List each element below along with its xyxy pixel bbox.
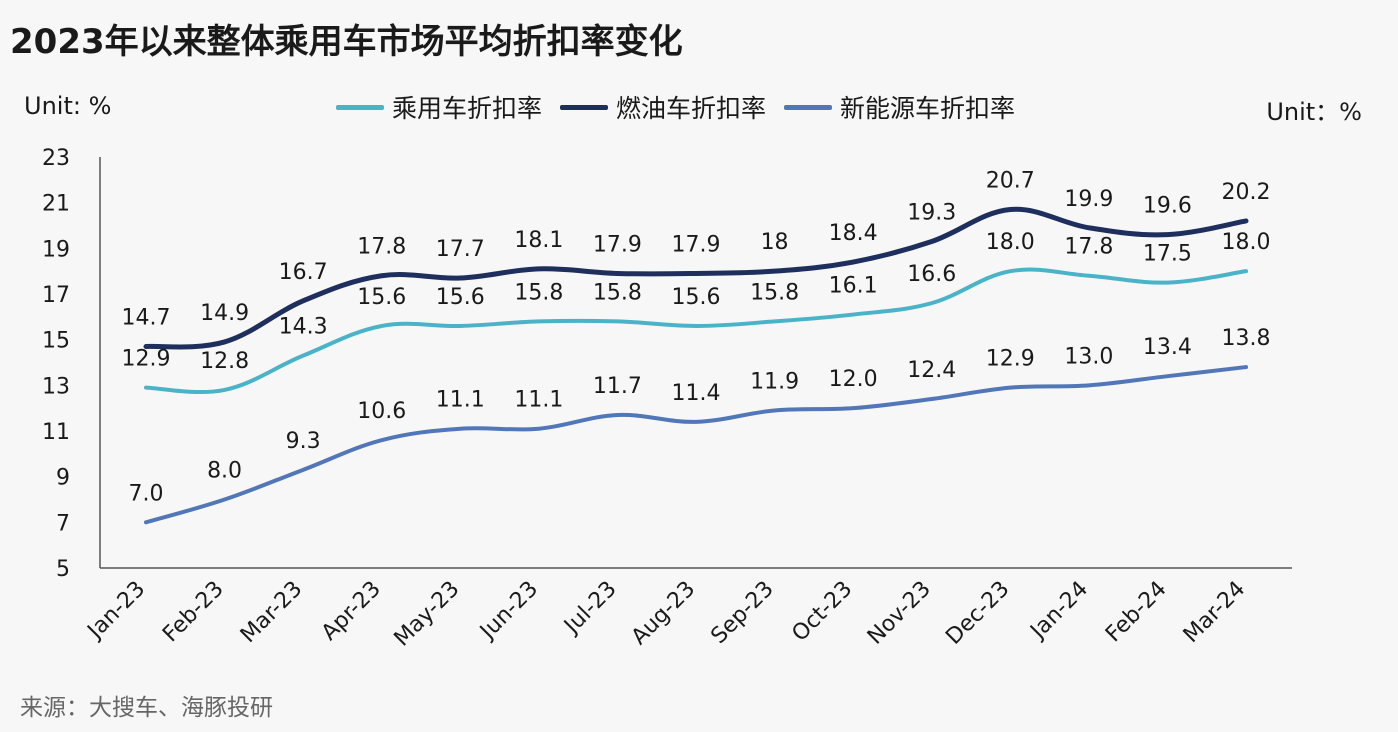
x-tick-label: Jan-23 (82, 577, 150, 645)
y-tick-label: 11 (42, 420, 70, 445)
y-tick-label: 23 (42, 146, 70, 171)
x-tick-label: Jul-23 (558, 577, 621, 640)
data-label-fuel: 20.2 (1222, 180, 1271, 205)
data-label-passenger: 15.6 (357, 285, 406, 310)
x-tick-label: Nov-23 (863, 577, 936, 650)
data-label-nev: 12.9 (986, 347, 1035, 372)
data-label-passenger: 15.6 (672, 285, 721, 310)
data-label-passenger: 17.8 (1064, 235, 1113, 260)
data-label-fuel: 19.6 (1143, 194, 1192, 219)
data-label-passenger: 17.5 (1143, 242, 1192, 267)
legend-item-fuel: 燃油车折扣率 (560, 89, 766, 125)
series-line-passenger (144, 267, 1248, 394)
data-label-passenger: 15.8 (593, 280, 642, 305)
data-label-passenger: 14.3 (279, 315, 328, 340)
legend-swatch-passenger (336, 104, 384, 110)
y-tick-label: 21 (42, 192, 70, 217)
data-label-nev: 13.0 (1064, 344, 1113, 369)
legend: 乘用车折扣率 燃油车折扣率 新能源车折扣率 (336, 89, 1015, 125)
x-tick-label: Dec-23 (941, 577, 1014, 650)
source-note: 来源：大搜车、海豚投研 (20, 695, 273, 721)
data-label-fuel: 17.7 (436, 237, 485, 262)
data-label-passenger: 15.6 (436, 285, 485, 310)
data-label-passenger: 15.8 (514, 280, 563, 305)
x-tick-label: Mar-23 (236, 577, 307, 648)
data-label-nev: 13.8 (1222, 326, 1271, 351)
data-label-fuel: 17.8 (357, 235, 406, 260)
y-tick-label: 9 (56, 466, 70, 491)
data-label-nev: 11.4 (672, 381, 721, 406)
data-label-nev: 10.6 (357, 399, 406, 424)
data-labels: 12.9 12.8 14.3 15.6 15.6 15.8 15.8 15.6 15.8 16.1… (122, 169, 1271, 507)
legend-label-fuel: 燃油车折扣率 (616, 94, 767, 123)
data-label-fuel: 14.9 (200, 301, 249, 326)
data-label-fuel: 18 (761, 230, 789, 255)
x-tick-label: May-23 (390, 577, 465, 652)
x-tick-label: Jun-23 (474, 577, 543, 646)
x-tick-label: Feb-23 (158, 577, 229, 648)
data-label-passenger: 16.6 (907, 262, 956, 287)
y-tick-label: 13 (42, 374, 70, 399)
data-label-fuel: 20.7 (986, 169, 1035, 194)
x-tick-label: Oct-23 (787, 577, 857, 647)
data-label-passenger: 16.1 (829, 274, 878, 299)
y-axis-unit-left: Unit: % (24, 92, 112, 120)
chart-title: 2023年以来整体乘用车市场平均折扣率变化 (10, 22, 683, 62)
legend-item-nev: 新能源车折扣率 (784, 89, 1015, 125)
data-label-passenger: 18.0 (1222, 230, 1271, 255)
x-tick-label: Sep-23 (706, 577, 778, 649)
data-label-nev: 13.4 (1143, 335, 1192, 360)
data-label-nev: 12.4 (907, 358, 956, 383)
legend-item-passenger: 乘用车折扣率 (336, 89, 542, 125)
data-label-nev: 9.3 (286, 429, 321, 454)
legend-label-nev: 新能源车折扣率 (840, 94, 1016, 123)
series-line-fuel (143, 206, 1249, 350)
data-label-fuel: 17.9 (672, 232, 721, 257)
y-tick-label: 15 (42, 329, 70, 354)
data-label-passenger: 12.9 (122, 347, 171, 372)
data-label-nev: 7.0 (129, 481, 164, 506)
legend-label-passenger: 乘用车折扣率 (392, 94, 543, 123)
data-label-fuel: 18.4 (829, 221, 878, 246)
y-tick-label: 7 (56, 511, 70, 536)
series-line-nev (144, 365, 1248, 525)
chart-axes: 5 7 9 11 13 15 17 19 21 23 Jan-23 Feb-23 Mar-23 Apr-2… (42, 146, 1292, 652)
y-tick-label: 19 (42, 237, 70, 262)
legend-swatch-fuel (560, 104, 609, 110)
legend-swatch-nev (784, 104, 833, 110)
data-label-nev: 12.0 (829, 367, 878, 392)
x-tick-label: Feb-24 (1101, 577, 1172, 648)
data-label-fuel: 14.7 (122, 306, 171, 331)
data-label-fuel: 16.7 (279, 260, 328, 285)
data-label-passenger: 15.8 (750, 280, 799, 305)
data-label-fuel: 19.9 (1064, 187, 1113, 212)
data-label-nev: 11.9 (750, 369, 799, 394)
x-tick-label: Aug-23 (627, 577, 700, 650)
y-axis-unit-right: Unit：% (1266, 98, 1362, 126)
data-label-fuel: 18.1 (514, 228, 563, 253)
x-tick-label: Jan-24 (1025, 577, 1093, 645)
x-tick-label: Mar-24 (1179, 577, 1250, 648)
data-label-fuel: 17.9 (593, 232, 642, 257)
data-label-passenger: 18.0 (986, 230, 1035, 255)
data-label-fuel: 19.3 (907, 200, 956, 225)
data-label-nev: 11.1 (436, 388, 485, 413)
data-label-nev: 11.1 (514, 388, 563, 413)
data-label-passenger: 12.8 (200, 349, 249, 374)
data-label-nev: 11.7 (593, 374, 642, 399)
data-label-nev: 8.0 (207, 459, 242, 484)
y-tick-label: 17 (42, 283, 70, 308)
series-lines (143, 206, 1249, 525)
x-tick-label: Apr-23 (317, 577, 386, 646)
y-tick-label: 5 (56, 557, 70, 582)
